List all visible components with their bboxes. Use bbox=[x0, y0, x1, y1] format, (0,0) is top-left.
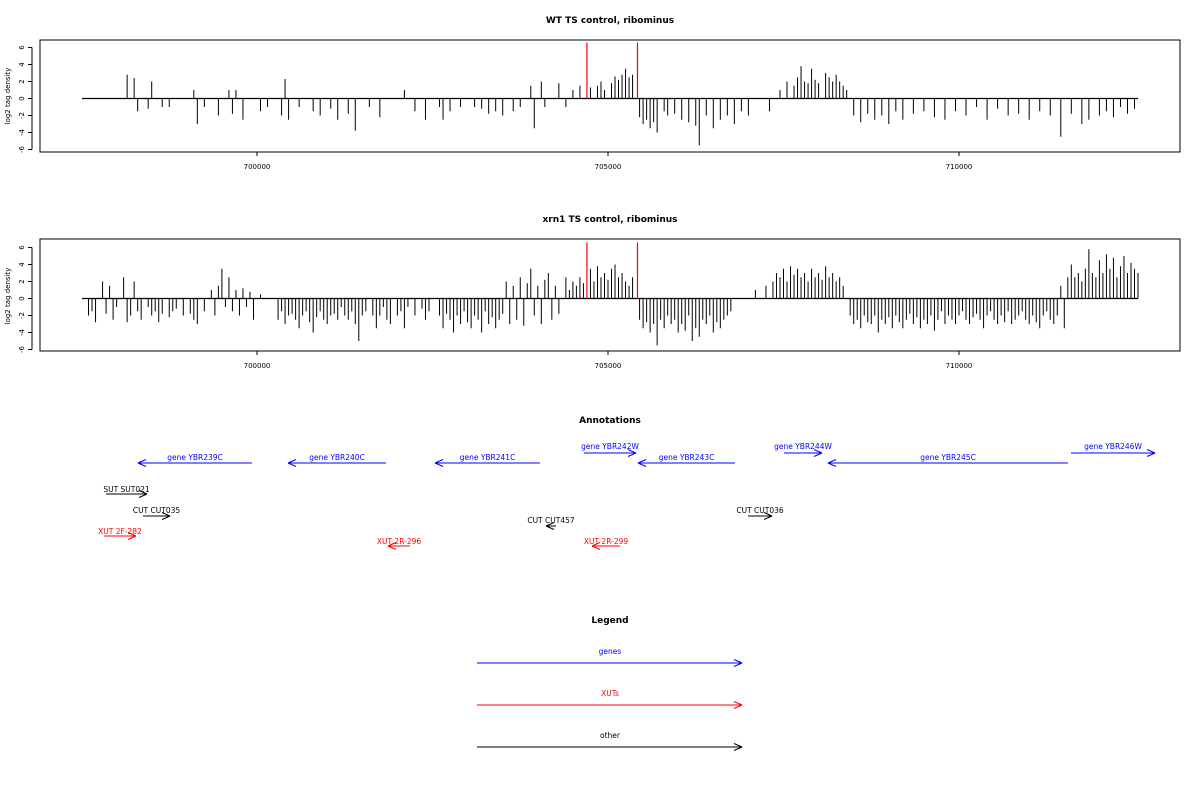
xrn1-y-tick-label: 4 bbox=[18, 262, 26, 267]
annotation-features: gene YBR239C gene YBR240C gene YBR241C gene… bbox=[98, 442, 1156, 550]
wt-y-tick-label: 0 bbox=[18, 96, 26, 100]
legend-arrow bbox=[477, 659, 743, 667]
xrn1-panel: xrn1 TS control, ribominus -6 -4 -2 0 2 4 6 70… bbox=[4, 215, 1181, 370]
wt-y-axis: -6 -4 -2 0 2 4 6 bbox=[18, 45, 33, 153]
feature-label: SUT SUT021 bbox=[103, 485, 150, 494]
wt-x-axis: 700000 705000 710000 bbox=[244, 152, 973, 171]
annotations-section: Annotations gene YBR239C gene YBR240C gene… bbox=[98, 416, 1156, 550]
feature-label: gene YBR246W bbox=[1084, 442, 1142, 451]
feature-arrow bbox=[827, 459, 1068, 467]
xrn1-y-tick-label: -4 bbox=[18, 328, 26, 336]
wt-y-tick-label: -4 bbox=[18, 128, 26, 136]
legend-items: genes XUTs other bbox=[477, 647, 743, 751]
legend-label: genes bbox=[599, 647, 622, 656]
xrn1-y-axis-label: log2 tag density bbox=[4, 268, 12, 325]
legend-section: Legend genes XUTs other bbox=[477, 616, 743, 751]
feature-arrow bbox=[637, 459, 735, 467]
wt-x-tick-label: 705000 bbox=[595, 163, 622, 171]
xrn1-x-tick-label: 700000 bbox=[244, 362, 271, 370]
feature-label: gene YBR243C bbox=[659, 453, 715, 462]
feature-arrow bbox=[106, 490, 148, 498]
xrn1-bars bbox=[88, 249, 1139, 346]
wt-bars bbox=[126, 66, 1135, 146]
feature-arrow bbox=[584, 449, 637, 457]
feature-label: gene YBR240C bbox=[309, 453, 365, 462]
legend-arrow bbox=[477, 743, 743, 751]
wt-y-axis-label: log2 tag density bbox=[4, 68, 12, 125]
feature-label: gene YBR239C bbox=[167, 453, 223, 462]
feature-arrow bbox=[784, 449, 823, 457]
wt-panel-title: WT TS control, ribominus bbox=[546, 16, 674, 26]
wt-y-tick-label: 6 bbox=[18, 45, 26, 50]
xrn1-x-tick-label: 710000 bbox=[946, 362, 973, 370]
wt-y-tick-label: 2 bbox=[18, 79, 26, 83]
legend-title: Legend bbox=[591, 616, 628, 626]
feature-label: gene YBR242W bbox=[581, 442, 639, 451]
xrn1-y-tick-label: 2 bbox=[18, 279, 26, 283]
feature-label: CUT CUT457 bbox=[527, 516, 575, 525]
wt-x-tick-label: 710000 bbox=[946, 163, 973, 171]
feature-label: CUT CUT035 bbox=[133, 506, 181, 515]
legend-label: other bbox=[600, 731, 621, 740]
feature-arrow bbox=[287, 459, 386, 467]
feature-arrow bbox=[545, 522, 556, 530]
xrn1-panel-title: xrn1 TS control, ribominus bbox=[542, 215, 677, 225]
wt-x-tick-label: 700000 bbox=[244, 163, 271, 171]
feature-arrow bbox=[137, 459, 252, 467]
feature-arrow bbox=[104, 532, 137, 540]
xrn1-x-tick-label: 705000 bbox=[595, 362, 622, 370]
xrn1-y-axis: -6 -4 -2 0 2 4 6 bbox=[18, 245, 33, 353]
feature-label: XUT 2F-282 bbox=[98, 527, 142, 536]
feature-arrow bbox=[591, 542, 620, 550]
xrn1-y-tick-label: -6 bbox=[18, 345, 26, 353]
wt-y-tick-label: -2 bbox=[18, 112, 26, 119]
xrn1-y-tick-label: 0 bbox=[18, 296, 26, 300]
wt-markers bbox=[586, 42, 639, 99]
feature-arrow bbox=[387, 542, 410, 550]
wt-panel: WT TS control, ribominus -6 -4 -2 0 2 4 6 7000… bbox=[4, 16, 1181, 171]
legend-label: XUTs bbox=[601, 689, 619, 698]
wt-y-tick-label: 4 bbox=[18, 62, 26, 67]
feature-label: gene YBR244W bbox=[774, 442, 832, 451]
annotations-title: Annotations bbox=[579, 416, 641, 426]
feature-arrow bbox=[1071, 449, 1156, 457]
xrn1-x-axis: 700000 705000 710000 bbox=[244, 351, 973, 370]
feature-label: gene YBR245C bbox=[920, 453, 976, 462]
feature-label: XUT 2R-296 bbox=[377, 537, 422, 546]
legend-arrow bbox=[477, 701, 743, 709]
xrn1-markers bbox=[586, 242, 639, 299]
wt-y-tick-label: -6 bbox=[18, 145, 26, 153]
xrn1-y-tick-label: 6 bbox=[18, 245, 26, 250]
feature-arrow bbox=[143, 512, 171, 520]
feature-arrow bbox=[748, 512, 773, 520]
feature-label: CUT CUT036 bbox=[736, 506, 784, 515]
feature-label: gene YBR241C bbox=[460, 453, 516, 462]
feature-label: XUT 2R-299 bbox=[584, 537, 629, 546]
wt-plot-frame bbox=[39, 39, 1181, 153]
xrn1-plot-frame bbox=[39, 238, 1181, 352]
xrn1-y-tick-label: -2 bbox=[18, 312, 26, 319]
feature-arrow bbox=[434, 459, 540, 467]
